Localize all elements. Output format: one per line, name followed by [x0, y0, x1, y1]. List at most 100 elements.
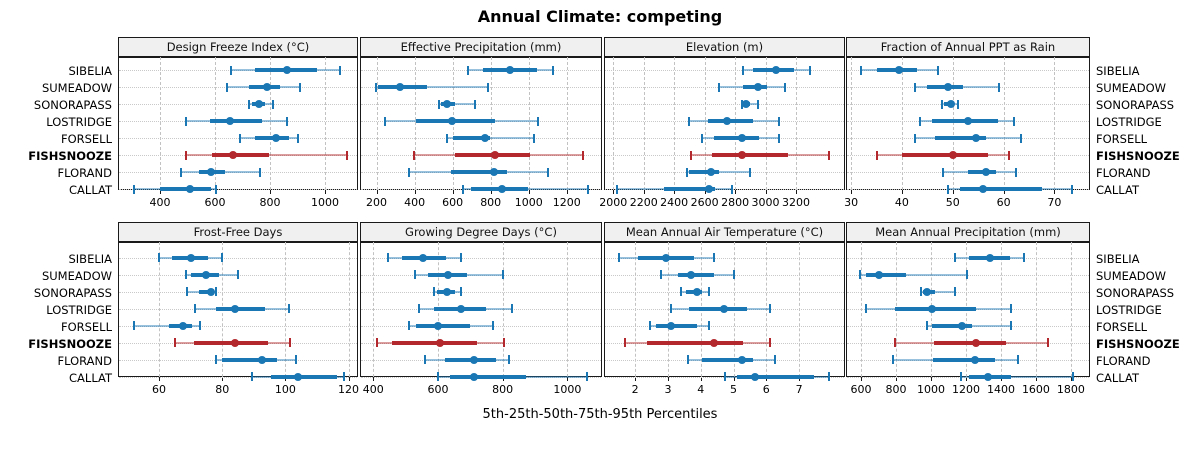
percentile-25-75-bar	[209, 119, 262, 123]
median-dot	[434, 321, 443, 330]
panel-strip: Fraction of Annual PPT as Rain	[846, 37, 1090, 57]
axis-tick	[414, 190, 416, 194]
percentile-5-cap	[718, 82, 721, 92]
percentile-5-cap	[179, 167, 182, 177]
axis-tick-label: 3200	[781, 196, 810, 209]
median-dot	[927, 304, 936, 313]
percentile-95-cap	[586, 372, 589, 381]
percentile-95-cap	[586, 184, 589, 194]
median-dot	[957, 321, 966, 330]
median-dot	[443, 270, 452, 279]
axis-tick-label: 100	[274, 383, 296, 396]
axis-tick-label: 120	[338, 383, 360, 396]
median-dot	[706, 168, 715, 176]
percentile-95-cap	[552, 65, 555, 75]
percentile-95-cap	[784, 82, 787, 92]
site-label-right: FORSELL	[1096, 132, 1148, 146]
axis-tick	[674, 190, 676, 194]
percentile-5-95-line	[375, 86, 488, 88]
percentile-95-cap	[533, 133, 536, 143]
median-dot	[257, 355, 266, 364]
row-guide-line	[847, 274, 1089, 276]
axis-tick	[735, 190, 737, 194]
gridline-vertical	[704, 57, 706, 190]
percentile-95-cap	[1009, 304, 1012, 313]
panel-strip: Elevation (m)	[604, 37, 845, 57]
gridline-vertical	[674, 57, 676, 190]
axis-tick	[373, 377, 375, 381]
axis-tick-label: 5	[730, 383, 738, 396]
percentile-95-cap	[199, 321, 202, 330]
percentile-25-75-bar	[932, 357, 995, 362]
median-dot	[981, 168, 990, 176]
percentile-5-95-line	[446, 137, 535, 139]
percentile-95-cap	[237, 270, 239, 279]
axis-tick	[160, 190, 162, 194]
site-label-right: SONORAPASS	[1096, 285, 1175, 300]
percentile-95-cap	[956, 99, 959, 109]
row-guide-line	[361, 257, 601, 259]
axis-tick	[952, 190, 954, 194]
percentile-5-cap	[407, 167, 410, 177]
axis-tick	[285, 377, 287, 381]
axis-tick	[635, 377, 637, 381]
percentile-5-cap	[417, 304, 420, 313]
row-guide-line	[605, 325, 844, 327]
site-label-right: CALLAT	[1096, 370, 1139, 385]
median-dot	[230, 304, 239, 313]
row-guide-line	[119, 104, 357, 105]
percentile-5-cap	[913, 133, 916, 143]
gridline-vertical	[901, 57, 903, 190]
axis-tick-label: 600	[442, 196, 464, 209]
median-dot	[662, 253, 671, 262]
axis-tick	[795, 190, 797, 194]
percentile-5-cap	[686, 167, 689, 177]
gridline-vertical	[414, 57, 416, 190]
percentile-25-75-bar	[713, 136, 760, 140]
percentile-5-cap	[384, 116, 387, 126]
row-guide-line	[119, 325, 357, 327]
median-dot	[741, 100, 750, 108]
percentile-95-cap	[546, 167, 549, 177]
gridline-vertical	[952, 57, 954, 190]
percentile-95-cap	[289, 338, 292, 347]
percentile-25-75-bar	[933, 340, 1007, 345]
percentile-5-cap	[386, 253, 389, 262]
median-dot	[186, 185, 195, 193]
percentile-5-cap	[238, 133, 241, 143]
percentile-5-cap	[132, 184, 135, 194]
percentile-95-cap	[285, 116, 288, 126]
percentile-25-75-bar	[160, 187, 211, 191]
median-dot	[498, 185, 507, 193]
row-guide-line	[605, 87, 844, 88]
gridline-vertical	[1003, 57, 1005, 190]
percentile-95-cap	[712, 253, 715, 262]
row-guide-line	[361, 87, 601, 88]
percentile-95-cap	[768, 304, 771, 313]
percentile-5-95-line	[133, 324, 201, 327]
median-dot	[271, 134, 280, 142]
axis-tick-label: 40	[894, 196, 909, 209]
row-guide-line	[605, 291, 844, 293]
gridline-vertical	[566, 57, 568, 190]
axis-tick-label: 600	[850, 383, 872, 396]
percentile-95-cap	[953, 287, 956, 296]
percentile-95-cap	[259, 167, 262, 177]
panel-strip: Design Freeze Index (°C)	[118, 37, 358, 57]
percentile-5-cap	[433, 287, 436, 296]
percentile-25-75-bar	[271, 374, 338, 379]
percentile-5-cap	[185, 150, 188, 160]
percentile-5-95-line	[960, 375, 1073, 378]
axis-tick	[376, 190, 378, 194]
axis-tick	[765, 190, 767, 194]
percentile-5-cap	[959, 372, 962, 381]
percentile-5-cap	[670, 304, 673, 313]
median-dot	[979, 185, 988, 193]
median-dot	[983, 372, 992, 381]
site-label-right: CALLAT	[1096, 183, 1139, 197]
percentile-5-cap	[185, 116, 188, 126]
row-guide-line	[119, 138, 357, 139]
row-guide-line	[605, 70, 844, 71]
median-dot	[443, 287, 452, 296]
